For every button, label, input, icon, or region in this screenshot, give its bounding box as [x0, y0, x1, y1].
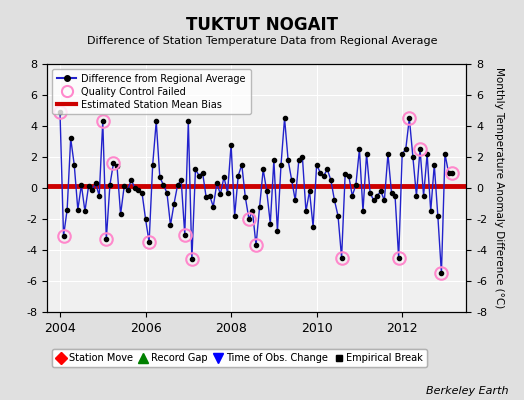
Legend: Station Move, Record Gap, Time of Obs. Change, Empirical Break: Station Move, Record Gap, Time of Obs. C…: [52, 349, 427, 367]
Text: Difference of Station Temperature Data from Regional Average: Difference of Station Temperature Data f…: [87, 36, 437, 46]
Y-axis label: Monthly Temperature Anomaly Difference (°C): Monthly Temperature Anomaly Difference (…: [494, 67, 504, 309]
Text: Berkeley Earth: Berkeley Earth: [426, 386, 508, 396]
Text: TUKTUT NOGAIT: TUKTUT NOGAIT: [186, 16, 338, 34]
